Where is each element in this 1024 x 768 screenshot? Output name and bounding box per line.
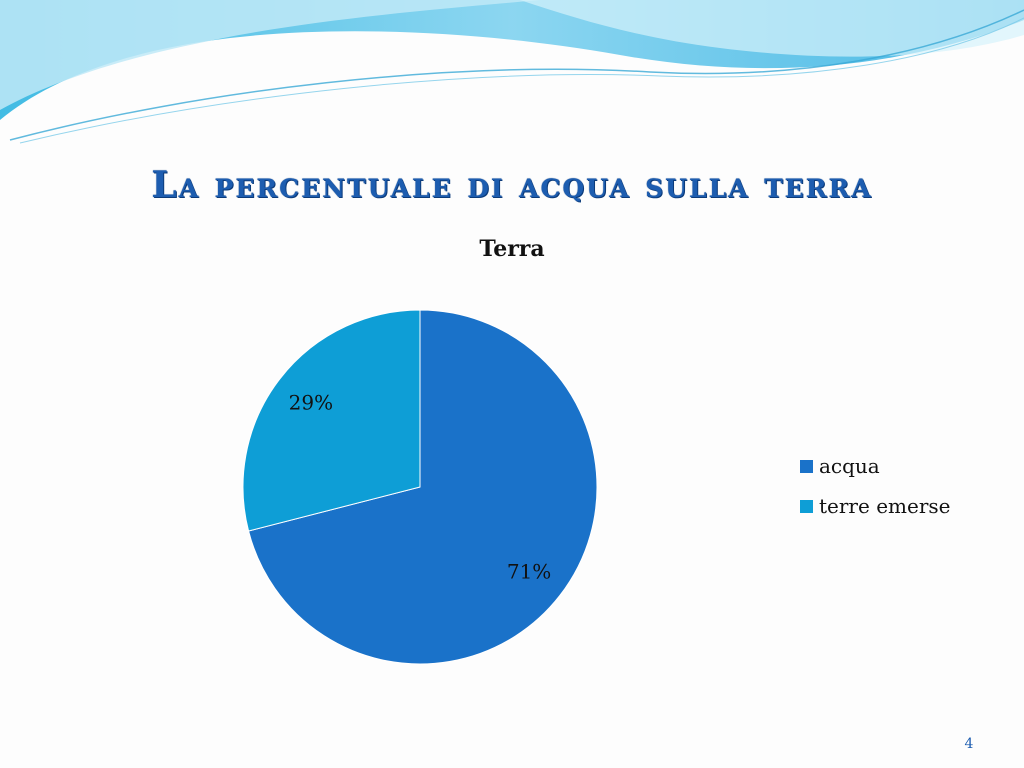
wave-decoration (0, 0, 1024, 144)
chart-title: Terra (479, 236, 544, 262)
slide-title: La percentuale di acqua sulla terra (151, 164, 873, 206)
pie-slices (242, 309, 598, 665)
slide-number: 4 (964, 736, 974, 752)
legend-swatch-terre-emerse (800, 500, 813, 513)
data-label-acqua: 71% (507, 560, 551, 584)
legend-label-acqua: acqua (819, 454, 880, 478)
legend-swatch-acqua (800, 460, 813, 473)
pie-slice-acqua (247, 309, 598, 665)
data-label-terre-emerse: 29% (289, 390, 333, 414)
pie-data-labels: 71% 29% (289, 390, 552, 583)
legend-label-terre-emerse: terre emerse (819, 494, 950, 518)
chart-legend: acqua terre emerse (800, 454, 950, 518)
pie-slice-terre-emerse (242, 309, 421, 532)
